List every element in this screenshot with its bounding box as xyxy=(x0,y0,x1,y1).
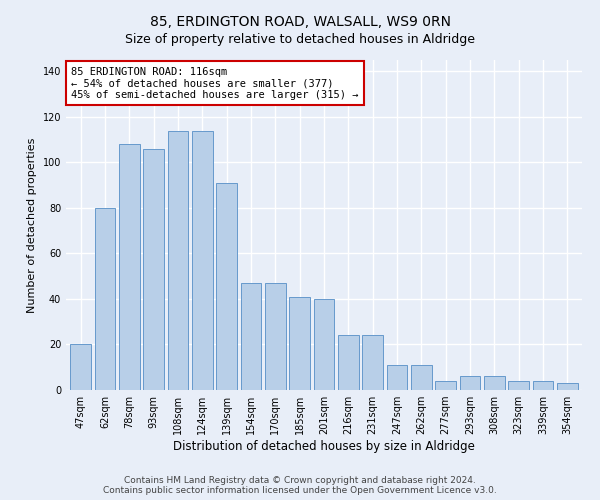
Bar xyxy=(241,283,262,390)
Text: Size of property relative to detached houses in Aldridge: Size of property relative to detached ho… xyxy=(125,32,475,46)
Bar xyxy=(533,381,553,390)
Bar xyxy=(508,381,529,390)
Bar xyxy=(289,296,310,390)
Text: 85, ERDINGTON ROAD, WALSALL, WS9 0RN: 85, ERDINGTON ROAD, WALSALL, WS9 0RN xyxy=(149,15,451,29)
Bar xyxy=(436,381,456,390)
Bar xyxy=(216,183,237,390)
Bar xyxy=(265,283,286,390)
Bar xyxy=(314,299,334,390)
Bar xyxy=(192,130,212,390)
Bar xyxy=(95,208,115,390)
Bar xyxy=(167,130,188,390)
Text: Contains HM Land Registry data © Crown copyright and database right 2024.
Contai: Contains HM Land Registry data © Crown c… xyxy=(103,476,497,495)
Bar xyxy=(362,336,383,390)
Bar xyxy=(143,149,164,390)
Bar xyxy=(484,376,505,390)
Bar xyxy=(557,383,578,390)
X-axis label: Distribution of detached houses by size in Aldridge: Distribution of detached houses by size … xyxy=(173,440,475,453)
Text: 85 ERDINGTON ROAD: 116sqm
← 54% of detached houses are smaller (377)
45% of semi: 85 ERDINGTON ROAD: 116sqm ← 54% of detac… xyxy=(71,66,359,100)
Bar xyxy=(460,376,481,390)
Bar xyxy=(338,336,359,390)
Bar xyxy=(70,344,91,390)
Y-axis label: Number of detached properties: Number of detached properties xyxy=(27,138,37,312)
Bar xyxy=(411,365,432,390)
Bar xyxy=(386,365,407,390)
Bar xyxy=(119,144,140,390)
